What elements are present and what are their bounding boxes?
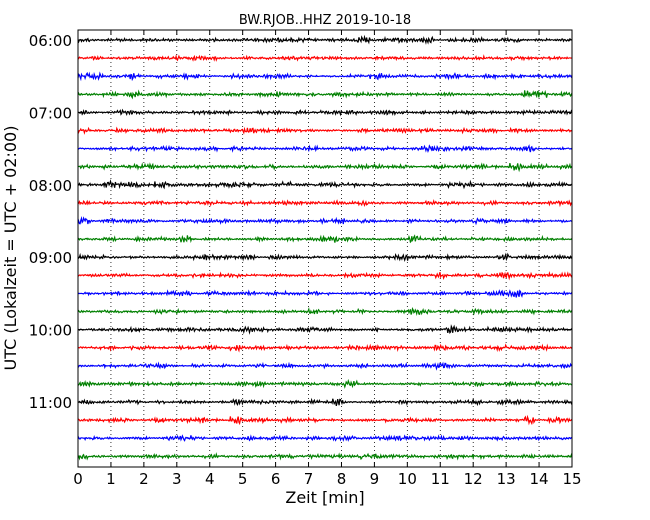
x-tick-label: 3 [172,470,182,488]
x-tick-label: 15 [562,470,581,488]
x-tick-label: 11 [431,470,450,488]
plot-frame [77,29,573,468]
trace-line [77,434,573,442]
x-axis-label: Zeit [min] [285,488,364,507]
y-tick-label: 07:00 [29,104,72,122]
x-tick-label: 7 [304,470,314,488]
grid-lines [110,30,540,467]
trace-line [77,252,573,262]
x-tick-label: 6 [271,470,281,488]
trace-line [77,324,573,335]
trace-line [77,270,573,281]
trace-line [77,126,573,135]
trace-line [77,289,573,298]
trace-line [77,361,573,371]
y-axis-label: UTC (Lokalzeit = UTC + 02:00) [1,126,20,371]
x-tick-label: 1 [106,470,116,488]
y-axis: 06:00 07:00 08:00 09:00 10:00 11:00 [29,32,572,412]
y-tick-label: 10:00 [29,322,72,340]
trace-line [77,144,573,153]
trace-line [77,397,573,407]
trace-line [77,89,573,100]
trace-line [77,343,573,353]
y-tick-label: 09:00 [29,249,72,267]
trace-line [77,215,573,226]
trace-line [77,162,573,173]
seismic-traces [77,34,573,461]
chart-title: BW.RJOB..HHZ 2019-10-18 [239,13,411,28]
y-tick-label: 06:00 [29,32,72,50]
x-tick-label: 13 [497,470,516,488]
x-tick-label: 5 [238,470,248,488]
x-tick-label: 2 [139,470,149,488]
trace-line [77,306,573,317]
trace-line [77,234,573,244]
x-tick-label: 12 [464,470,483,488]
x-tick-label: 8 [337,470,347,488]
x-tick-label: 9 [370,470,380,488]
x-tick-label: 14 [530,470,549,488]
trace-line [77,452,573,461]
y-tick-label: 11:00 [29,394,72,412]
trace-line [77,199,573,208]
x-tick-label: 4 [205,470,215,488]
trace-line [77,108,573,117]
trace-line [77,378,573,389]
trace-line [77,34,573,45]
trace-line [77,179,573,190]
y-tick-label: 08:00 [29,177,72,195]
x-axis: 0 1 2 3 4 5 6 7 8 9 10 11 12 13 14 15 [73,30,582,488]
trace-line [77,53,573,62]
x-tick-label: 0 [73,470,83,488]
trace-line [77,414,573,426]
trace-line [77,71,573,82]
x-tick-label: 10 [398,470,417,488]
